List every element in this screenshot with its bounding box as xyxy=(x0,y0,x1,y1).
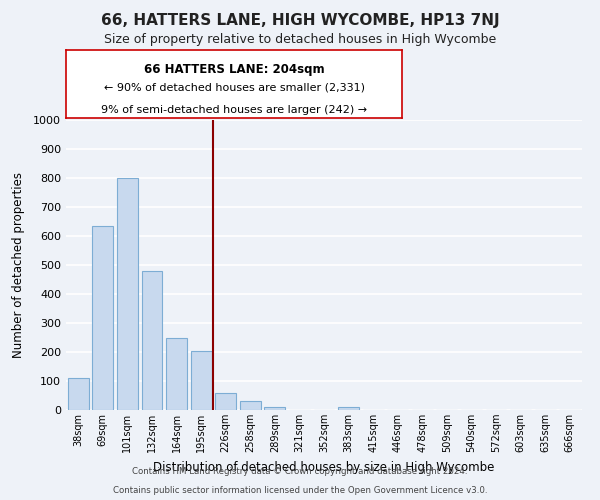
Text: Size of property relative to detached houses in High Wycombe: Size of property relative to detached ho… xyxy=(104,32,496,46)
Bar xyxy=(142,271,163,410)
Bar xyxy=(92,226,113,410)
Text: Contains HM Land Registry data © Crown copyright and database right 2024.: Contains HM Land Registry data © Crown c… xyxy=(132,467,468,476)
Text: 9% of semi-detached houses are larger (242) →: 9% of semi-detached houses are larger (2… xyxy=(101,106,367,116)
Text: 66 HATTERS LANE: 204sqm: 66 HATTERS LANE: 204sqm xyxy=(143,64,325,76)
Y-axis label: Number of detached properties: Number of detached properties xyxy=(12,172,25,358)
Bar xyxy=(117,178,138,410)
X-axis label: Distribution of detached houses by size in High Wycombe: Distribution of detached houses by size … xyxy=(154,460,494,473)
Text: 66, HATTERS LANE, HIGH WYCOMBE, HP13 7NJ: 66, HATTERS LANE, HIGH WYCOMBE, HP13 7NJ xyxy=(101,12,499,28)
Text: ← 90% of detached houses are smaller (2,331): ← 90% of detached houses are smaller (2,… xyxy=(104,82,365,92)
Bar xyxy=(191,350,212,410)
Bar xyxy=(68,378,89,410)
Bar xyxy=(240,402,261,410)
Bar xyxy=(215,392,236,410)
Bar xyxy=(166,338,187,410)
Bar xyxy=(265,407,286,410)
Bar xyxy=(338,407,359,410)
Text: Contains public sector information licensed under the Open Government Licence v3: Contains public sector information licen… xyxy=(113,486,487,495)
